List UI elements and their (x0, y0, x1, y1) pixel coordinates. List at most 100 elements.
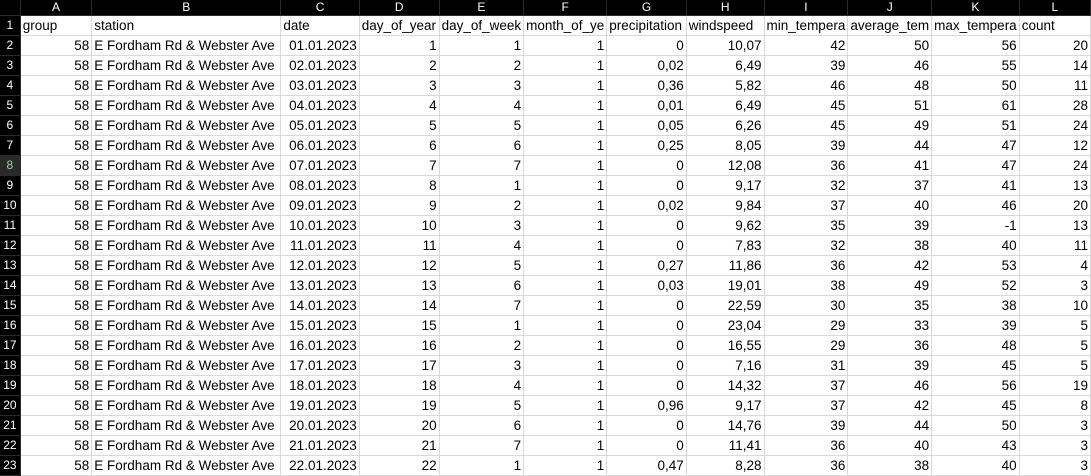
table-cell[interactable]: 20.01.2023 (280, 415, 360, 436)
table-cell[interactable]: 58 (20, 415, 93, 436)
table-cell[interactable]: 2 (359, 55, 440, 76)
header-cell[interactable]: count (1019, 15, 1091, 36)
table-cell[interactable]: 42 (847, 395, 933, 416)
table-cell[interactable]: 9,17 (686, 395, 765, 416)
table-cell[interactable]: 15.01.2023 (280, 315, 360, 336)
table-cell[interactable]: 49 (847, 115, 933, 136)
table-cell[interactable]: 6 (359, 135, 440, 156)
table-cell[interactable]: 40 (931, 235, 1020, 256)
table-cell[interactable]: 58 (20, 75, 93, 96)
table-cell[interactable]: 04.01.2023 (280, 95, 360, 116)
table-cell[interactable]: 58 (20, 55, 93, 76)
table-cell[interactable]: E Fordham Rd & Webster Ave (91, 395, 282, 416)
table-cell[interactable]: 16,55 (686, 335, 765, 356)
table-cell[interactable]: 58 (20, 315, 93, 336)
table-cell[interactable]: 61 (931, 95, 1020, 116)
row-header[interactable]: 10 (0, 195, 21, 216)
table-cell[interactable]: 02.01.2023 (280, 55, 360, 76)
table-cell[interactable]: 12 (1019, 135, 1091, 156)
table-cell[interactable]: 38 (764, 275, 849, 296)
table-cell[interactable]: 13 (1019, 175, 1091, 196)
table-cell[interactable]: 7 (359, 155, 440, 176)
table-cell[interactable]: 14,76 (686, 415, 765, 436)
table-cell[interactable]: 6,49 (686, 55, 765, 76)
table-cell[interactable]: 12 (359, 255, 440, 276)
column-header[interactable]: F (523, 0, 608, 16)
table-cell[interactable]: E Fordham Rd & Webster Ave (91, 335, 282, 356)
table-cell[interactable]: E Fordham Rd & Webster Ave (91, 35, 282, 56)
table-cell[interactable]: 36 (764, 255, 849, 276)
header-cell[interactable]: group (20, 15, 93, 36)
table-cell[interactable]: 1 (523, 315, 608, 336)
table-cell[interactable]: 7,83 (686, 235, 765, 256)
table-cell[interactable]: 1 (523, 175, 608, 196)
table-cell[interactable]: 7 (439, 435, 525, 456)
table-cell[interactable]: 3 (1019, 415, 1091, 436)
table-cell[interactable]: 3 (359, 75, 440, 96)
table-cell[interactable]: E Fordham Rd & Webster Ave (91, 135, 282, 156)
table-cell[interactable]: 19 (359, 395, 440, 416)
table-cell[interactable]: 46 (847, 375, 933, 396)
table-cell[interactable]: 58 (20, 435, 93, 456)
table-cell[interactable]: 0 (606, 235, 687, 256)
table-cell[interactable]: 03.01.2023 (280, 75, 360, 96)
table-cell[interactable]: 0,27 (606, 255, 687, 276)
table-cell[interactable]: 58 (20, 355, 93, 376)
table-cell[interactable]: 0 (606, 35, 687, 56)
table-cell[interactable]: 15 (359, 315, 440, 336)
select-all-corner[interactable] (0, 0, 21, 16)
table-cell[interactable]: 58 (20, 275, 93, 296)
header-cell[interactable]: day_of_week (439, 15, 525, 36)
table-cell[interactable]: 36 (764, 155, 849, 176)
table-cell[interactable]: 5 (1019, 335, 1091, 356)
table-cell[interactable]: 32 (764, 235, 849, 256)
table-cell[interactable]: 1 (523, 335, 608, 356)
table-cell[interactable]: 24 (1019, 155, 1091, 176)
table-cell[interactable]: 41 (931, 175, 1020, 196)
table-cell[interactable]: 1 (523, 435, 608, 456)
table-cell[interactable]: 1 (523, 355, 608, 376)
table-cell[interactable]: 07.01.2023 (280, 155, 360, 176)
table-cell[interactable]: E Fordham Rd & Webster Ave (91, 455, 282, 476)
row-header[interactable]: 12 (0, 235, 21, 256)
table-cell[interactable]: 0 (606, 175, 687, 196)
table-cell[interactable]: 56 (931, 35, 1020, 56)
table-cell[interactable]: 1 (439, 455, 525, 476)
table-cell[interactable]: 40 (847, 435, 933, 456)
table-cell[interactable]: 09.01.2023 (280, 195, 360, 216)
table-cell[interactable]: 35 (847, 295, 933, 316)
row-header[interactable]: 4 (0, 75, 21, 96)
row-header[interactable]: 15 (0, 295, 21, 316)
table-cell[interactable]: 58 (20, 135, 93, 156)
table-cell[interactable]: 0 (606, 335, 687, 356)
table-cell[interactable]: 8,05 (686, 135, 765, 156)
header-cell[interactable]: month_of_ye (523, 15, 608, 36)
table-cell[interactable]: 58 (20, 95, 93, 116)
column-header[interactable]: E (439, 0, 525, 16)
table-cell[interactable]: E Fordham Rd & Webster Ave (91, 295, 282, 316)
table-cell[interactable]: 22,59 (686, 295, 765, 316)
table-cell[interactable]: 58 (20, 375, 93, 396)
table-cell[interactable]: 45 (764, 115, 849, 136)
table-cell[interactable]: 45 (931, 355, 1020, 376)
table-cell[interactable]: 58 (20, 115, 93, 136)
table-cell[interactable]: 18 (359, 375, 440, 396)
table-cell[interactable]: 0,47 (606, 455, 687, 476)
table-cell[interactable]: 2 (439, 55, 525, 76)
table-cell[interactable]: 10,07 (686, 35, 765, 56)
table-cell[interactable]: 47 (931, 155, 1020, 176)
table-cell[interactable]: E Fordham Rd & Webster Ave (91, 115, 282, 136)
table-cell[interactable]: 0,01 (606, 95, 687, 116)
table-cell[interactable]: 1 (439, 315, 525, 336)
table-cell[interactable]: 1 (523, 115, 608, 136)
table-cell[interactable]: 11 (1019, 75, 1091, 96)
table-cell[interactable]: 40 (931, 455, 1020, 476)
table-cell[interactable]: 36 (764, 455, 849, 476)
table-cell[interactable]: 39 (847, 215, 933, 236)
column-header[interactable]: D (359, 0, 440, 16)
table-cell[interactable]: 43 (931, 435, 1020, 456)
table-cell[interactable]: 4 (439, 375, 525, 396)
table-cell[interactable]: 6,49 (686, 95, 765, 116)
header-cell[interactable]: min_tempera (764, 15, 849, 36)
table-cell[interactable]: E Fordham Rd & Webster Ave (91, 215, 282, 236)
